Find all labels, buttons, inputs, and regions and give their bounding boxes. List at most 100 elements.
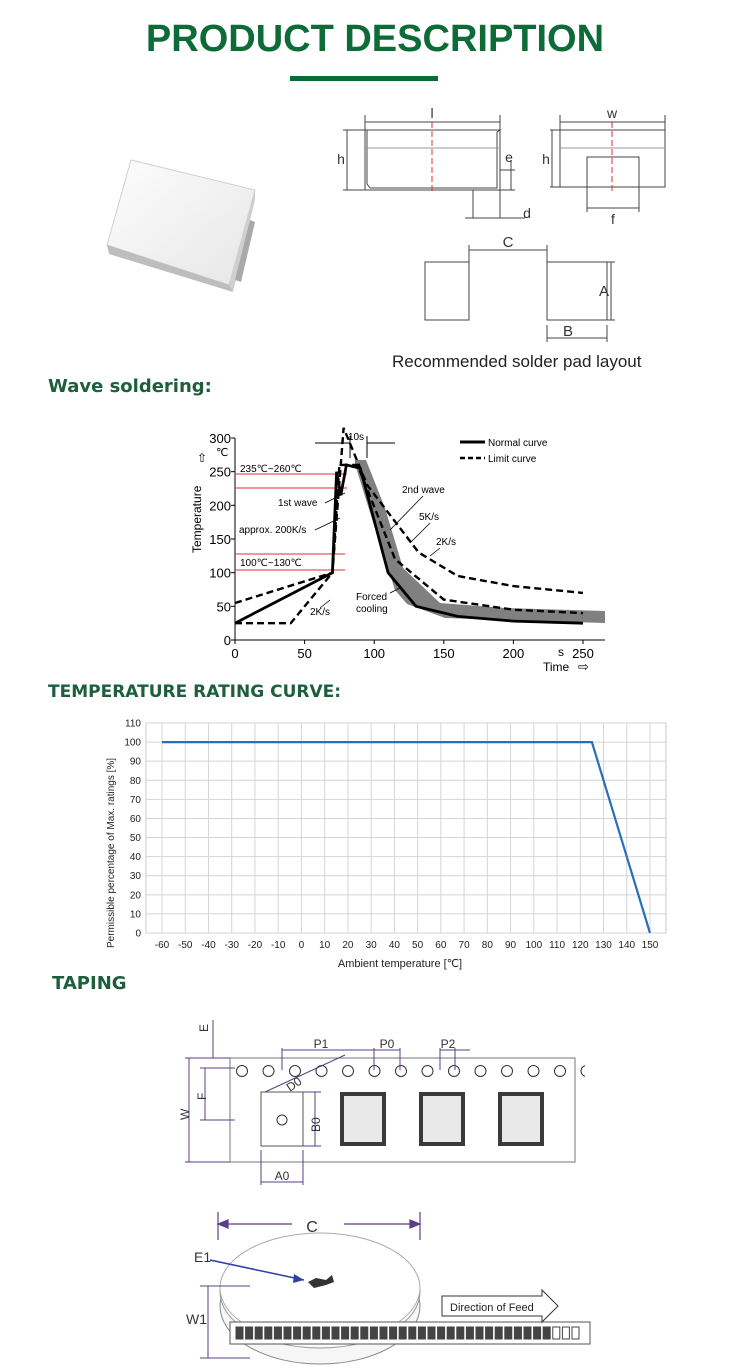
sprocket-hole xyxy=(527,1065,540,1077)
reel-tape-cell xyxy=(542,1326,551,1340)
sprocket-hole xyxy=(342,1065,354,1077)
dim-label-h-end: h xyxy=(542,151,550,167)
reel-tape-cell xyxy=(533,1326,542,1340)
wave-soldering-heading: Wave soldering: xyxy=(48,376,212,397)
rating-x-tick: 140 xyxy=(618,940,635,951)
sprocket-hole xyxy=(236,1065,248,1077)
rating-curve-line xyxy=(162,741,652,934)
reel-tape-cell xyxy=(321,1326,330,1340)
rating-y-tick: 100 xyxy=(124,738,141,749)
wave-y-tick: 250 xyxy=(209,465,231,480)
reel-tape-strip xyxy=(229,1321,591,1345)
tape-label-P2: P2 xyxy=(441,1037,456,1051)
page-title: PRODUCT DESCRIPTION xyxy=(145,18,605,60)
annot-second-wave: 2nd wave xyxy=(402,485,445,496)
rating-x-tick: -50 xyxy=(178,940,193,951)
sprocket-hole xyxy=(580,1065,585,1077)
dim-label-l: l xyxy=(430,105,433,121)
rating-x-tick: 100 xyxy=(525,940,542,951)
reel-tape-cell xyxy=(446,1326,455,1340)
component-3d-illustration xyxy=(106,159,256,292)
rating-x-tick: 110 xyxy=(549,940,565,951)
rating-x-tick: 70 xyxy=(459,940,471,951)
reel-label-W1: W1 xyxy=(186,1311,207,1327)
reel-tape-cell xyxy=(273,1326,282,1340)
sprocket-hole xyxy=(421,1065,434,1077)
legend-normal: Normal curve xyxy=(488,438,548,449)
wave-x-arrow-icon: ⇨ xyxy=(578,659,589,674)
reel-tape-cell xyxy=(571,1326,580,1340)
rating-x-tick: -40 xyxy=(201,940,216,951)
reel-tape-cell xyxy=(389,1326,398,1340)
rating-x-tick: -20 xyxy=(248,940,263,951)
reel-tape-cell xyxy=(331,1326,340,1340)
rating-x-tick: 130 xyxy=(595,940,612,951)
rating-x-tick: 10 xyxy=(319,940,331,951)
annot-2k-high: 2K/s xyxy=(436,537,456,548)
reel-label-E1: E1 xyxy=(194,1249,211,1265)
rating-x-tick: 0 xyxy=(299,940,305,951)
tape-label-P0: P0 xyxy=(380,1037,395,1051)
rating-x-tick: -10 xyxy=(271,940,286,951)
sprocket-hole xyxy=(395,1065,407,1077)
rating-curve-chart: -60 -50 -40 -30 -20 -10 0 10 20 30 40 50 60 70 80 90 100… xyxy=(106,719,667,970)
annot-range-low: 100℃~130℃ xyxy=(240,558,302,569)
tape-label-P1: P1 xyxy=(314,1037,329,1051)
dim-label-C: C xyxy=(503,234,514,251)
reel-tape-cell xyxy=(437,1326,446,1340)
tape-label-A0: A0 xyxy=(275,1169,290,1183)
reel-tape-cell xyxy=(379,1326,388,1340)
annot-approx-rate: approx. 200K/s xyxy=(239,525,306,536)
carrier-tape-drawing: E F W P1 P0 P2 D0 B0 A0 xyxy=(178,1020,585,1185)
reel-tape-cell xyxy=(485,1326,494,1340)
sprocket-hole xyxy=(448,1065,460,1077)
wave-y-arrow-icon: ⇧ xyxy=(197,451,207,465)
wave-x-tick: 100 xyxy=(363,646,385,661)
rating-y-tick: 10 xyxy=(130,909,142,920)
dim-label-d: d xyxy=(523,205,531,221)
tape-label-B0: B0 xyxy=(309,1117,323,1132)
reel-tape-cell xyxy=(494,1326,503,1340)
wave-y-tick: 300 xyxy=(209,431,231,446)
reel-tape-cell xyxy=(302,1326,311,1340)
rating-y-tick: 70 xyxy=(130,795,142,806)
dimension-drawing: l h e d w h f C A B xyxy=(337,105,666,342)
wave-x-unit: s xyxy=(558,645,564,659)
reel-label-C: C xyxy=(306,1219,318,1236)
rating-y-tick: 80 xyxy=(130,776,142,787)
tape-label-W: W xyxy=(178,1108,192,1120)
wave-x-axis-label: Time xyxy=(543,660,570,674)
wave-soldering-chart: 0 50 100 150 200 250 300 0 50 100 150 200 250 10s 2… xyxy=(190,427,605,674)
dim-label-h: h xyxy=(337,151,345,167)
reel-tape-cell xyxy=(360,1326,369,1340)
wave-y-axis-label: Temperature xyxy=(190,485,204,553)
rating-x-tick: 90 xyxy=(505,940,517,951)
tape-label-F: F xyxy=(195,1093,209,1100)
reel-tape-cell xyxy=(552,1326,561,1340)
dim-label-f: f xyxy=(611,211,615,227)
wave-y-tick: 50 xyxy=(217,599,231,614)
wave-x-tick: 250 xyxy=(572,646,594,661)
rating-x-tick: 30 xyxy=(366,940,378,951)
tape-components xyxy=(340,1092,544,1146)
rating-y-tick: 50 xyxy=(130,833,142,844)
feed-direction-label: Direction of Feed xyxy=(450,1302,534,1314)
reel-drawing: C E1 W1 Direction of Feed xyxy=(186,1212,591,1365)
rating-y-tick: 110 xyxy=(125,719,141,730)
rating-y-axis-label: Permissible percentage of Max. ratings [… xyxy=(106,758,117,948)
reel-tape-cell xyxy=(561,1326,570,1340)
sprocket-hole xyxy=(501,1065,513,1077)
process-window-band xyxy=(355,460,605,623)
reel-tape-cell xyxy=(369,1326,378,1340)
reel-tape-cell xyxy=(398,1326,407,1340)
annot-forced: Forced xyxy=(356,592,387,603)
wave-x-tick: 150 xyxy=(433,646,455,661)
reel-tape-cell xyxy=(475,1326,484,1340)
reel-tape-cell xyxy=(293,1326,302,1340)
reel-tape-cell xyxy=(427,1326,436,1340)
reel-tape-cell xyxy=(235,1326,244,1340)
sprocket-hole xyxy=(289,1065,301,1077)
rating-y-tick: 60 xyxy=(130,814,142,825)
annot-cooling: cooling xyxy=(356,604,388,615)
dim-label-A: A xyxy=(599,283,609,300)
